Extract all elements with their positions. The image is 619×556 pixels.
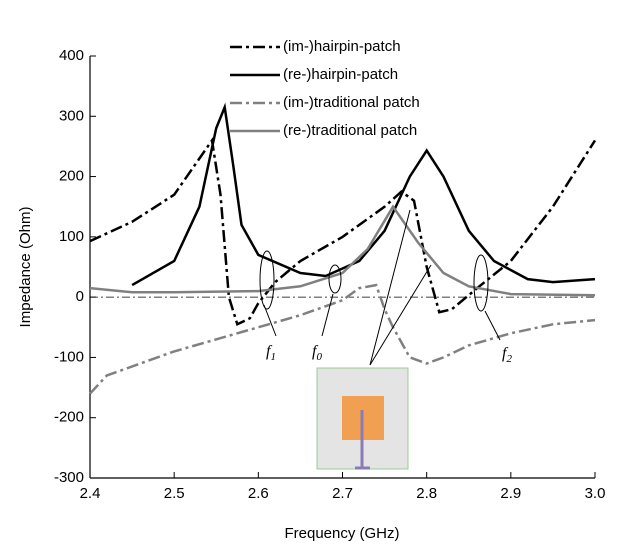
plot-area: -300 -200 -100 0 100 200 300 400 2.4 2.5 2.6 2.7 2.8… (54, 38, 605, 502)
x-tick-label: 2.7 (332, 485, 353, 502)
x-axis-label: Frequency (GHz) (284, 525, 399, 542)
x-tick-label: 2.9 (500, 485, 521, 502)
annotation: f1 (266, 343, 276, 363)
legend-label: (im-)hairpin-patch (283, 38, 401, 55)
y-tick-label: -200 (54, 409, 84, 426)
y-tick-label: -100 (54, 348, 84, 365)
y-tick-label: 200 (59, 168, 84, 185)
ellipse (259, 250, 275, 310)
x-tick-label: 2.8 (416, 485, 437, 502)
series-line (89, 283, 596, 395)
legend-label: (re-)traditional patch (283, 122, 417, 139)
series-line (131, 102, 596, 287)
x-tick-label: 2.4 (80, 485, 101, 502)
arrow (321, 293, 334, 337)
y-tick-label: 400 (59, 47, 84, 64)
annotation-sub: 0 (316, 351, 322, 363)
annotation-text: f (312, 343, 319, 360)
arrow (369, 264, 432, 366)
x-tick-label: 2.5 (164, 485, 185, 502)
annotation-sub: 2 (506, 353, 512, 365)
legend-label: (im-)traditional patch (283, 94, 420, 111)
x-tick-label: 3.0 (585, 485, 606, 502)
arrow (263, 304, 277, 337)
y-axis-label: Impedance (Ohm) (17, 207, 34, 328)
y-tick-label: 100 (59, 228, 84, 245)
arrow (484, 310, 501, 341)
annotation-text: f (266, 343, 273, 360)
ellipse (473, 254, 489, 312)
ellipse (328, 264, 342, 294)
series-line (89, 204, 596, 297)
arrow (369, 209, 411, 366)
inset (316, 367, 409, 470)
annotation-text: f (502, 345, 509, 362)
annotation: f2 (502, 345, 512, 365)
series-line (89, 137, 597, 327)
annotation: f0 (312, 343, 322, 363)
y-tick-label: 300 (59, 107, 84, 124)
x-tick-label: 2.6 (248, 485, 269, 502)
y-tick-label: -300 (54, 469, 84, 486)
annotation-sub: 1 (270, 351, 276, 363)
y-tick-label: 0 (76, 288, 84, 305)
annotation-shapes (259, 209, 501, 366)
legend-label: (re-)hairpin-patch (283, 66, 398, 83)
